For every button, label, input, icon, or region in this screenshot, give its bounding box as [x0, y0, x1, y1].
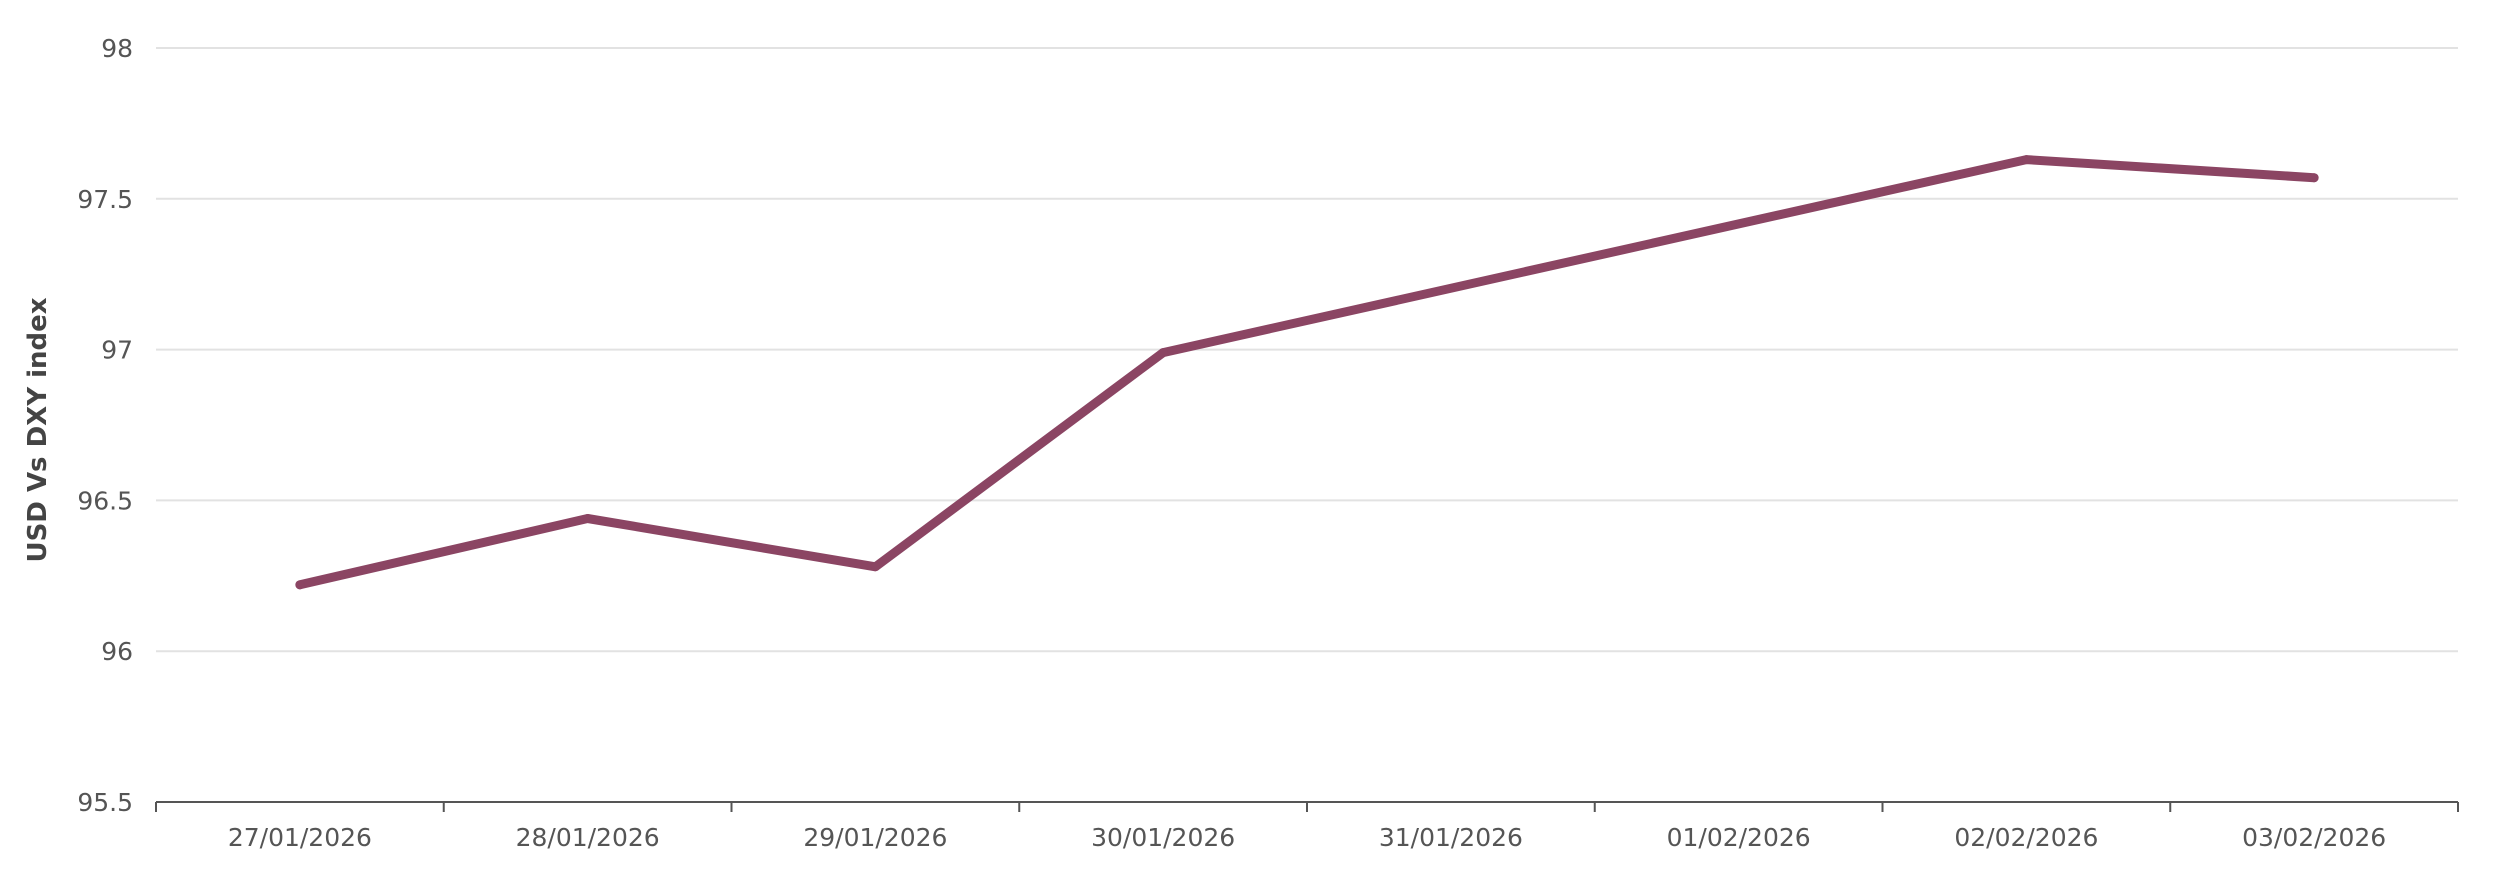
- grid-lines: [156, 47, 2458, 653]
- y-axis-title: USD Vs DXY index: [23, 297, 53, 562]
- y-tick-label: 95.5: [77, 788, 133, 817]
- data-point: [295, 580, 305, 590]
- x-tick-label: 01/02/2026: [1667, 823, 1811, 852]
- data-point: [870, 562, 880, 572]
- y-tick-label: 97: [101, 336, 133, 365]
- y-tick-label: 96: [101, 637, 133, 666]
- x-tick-label: 02/02/2026: [1954, 823, 2098, 852]
- data-point: [1158, 348, 1168, 358]
- y-axis-tick-labels: 95.5 96 96.5 97 97.5 98: [77, 34, 133, 817]
- y-tick-label: 97.5: [77, 185, 133, 214]
- data-point: [2309, 173, 2319, 183]
- data-point: [583, 513, 593, 523]
- x-tick-label: 27/01/2026: [228, 823, 372, 852]
- x-axis: [155, 801, 2459, 812]
- y-tick-label: 98: [101, 34, 133, 63]
- y-tick-label: 96.5: [77, 486, 133, 515]
- x-tick-label: 28/01/2026: [516, 823, 660, 852]
- x-tick-label: 29/01/2026: [803, 823, 947, 852]
- data-point: [2021, 155, 2031, 165]
- x-tick-label: 31/01/2026: [1379, 823, 1523, 852]
- x-tick-label: 03/02/2026: [2242, 823, 2386, 852]
- x-tick-label: 30/01/2026: [1091, 823, 1235, 852]
- series-line-0: [295, 155, 2319, 590]
- series-layer: [295, 155, 2319, 590]
- x-axis-tick-labels: 27/01/2026 28/01/2026 29/01/2026 30/01/2026…: [228, 823, 2386, 852]
